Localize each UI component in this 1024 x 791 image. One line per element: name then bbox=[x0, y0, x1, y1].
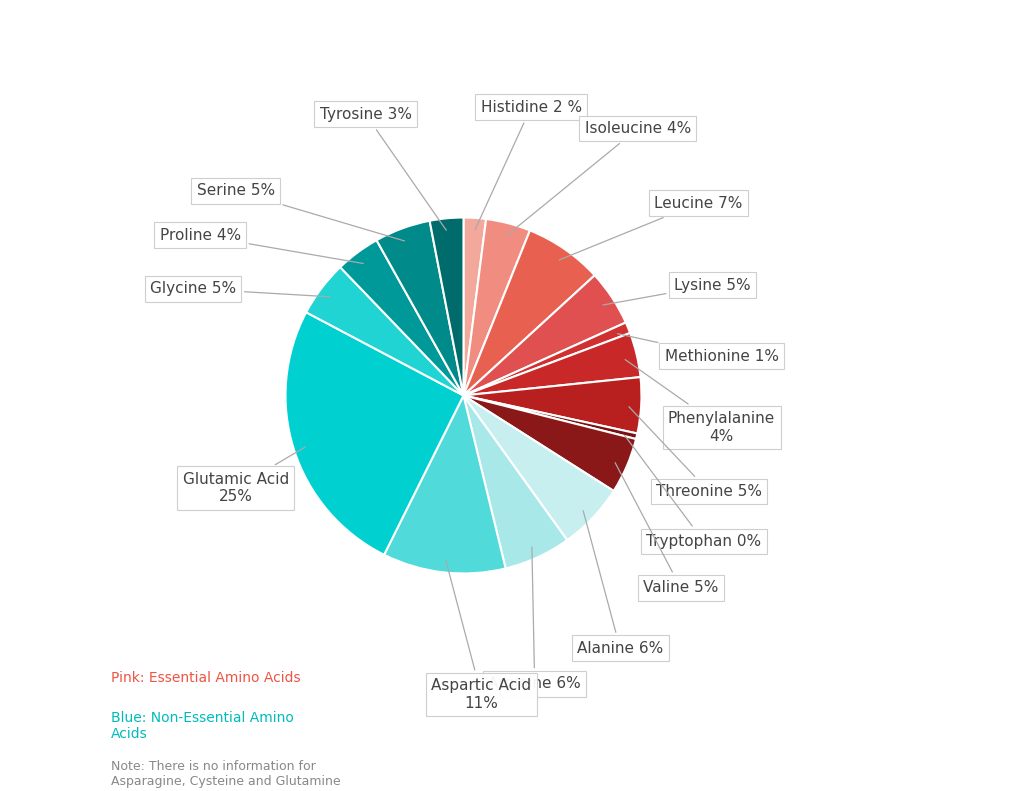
Wedge shape bbox=[464, 333, 640, 396]
Wedge shape bbox=[464, 396, 637, 439]
Wedge shape bbox=[430, 218, 464, 396]
Text: Proline 4%: Proline 4% bbox=[160, 228, 364, 263]
Wedge shape bbox=[464, 377, 641, 433]
Text: Lysine 5%: Lysine 5% bbox=[603, 278, 751, 305]
Text: Arginine 6%: Arginine 6% bbox=[488, 547, 581, 691]
Text: Valine 5%: Valine 5% bbox=[615, 463, 718, 595]
Text: Glycine 5%: Glycine 5% bbox=[150, 282, 330, 297]
Text: Histidine 2 %: Histidine 2 % bbox=[475, 100, 582, 229]
Wedge shape bbox=[464, 323, 630, 396]
Wedge shape bbox=[464, 219, 530, 396]
Wedge shape bbox=[464, 230, 595, 396]
Text: Tyrosine 3%: Tyrosine 3% bbox=[319, 107, 446, 230]
Text: Isoleucine 4%: Isoleucine 4% bbox=[507, 121, 691, 235]
Wedge shape bbox=[464, 218, 486, 396]
Text: Pink: Essential Amino Acids: Pink: Essential Amino Acids bbox=[111, 672, 301, 685]
Text: Leucine 7%: Leucine 7% bbox=[559, 196, 742, 260]
Text: Threonine 5%: Threonine 5% bbox=[629, 407, 762, 499]
Text: Methionine 1%: Methionine 1% bbox=[617, 334, 778, 364]
Wedge shape bbox=[384, 396, 506, 573]
Text: Note: There is no information for
Asparagine, Cysteine and Glutamine: Note: There is no information for Aspara… bbox=[111, 760, 341, 789]
Wedge shape bbox=[464, 396, 567, 569]
Wedge shape bbox=[286, 312, 464, 554]
Text: Blue: Non-Essential Amino
Acids: Blue: Non-Essential Amino Acids bbox=[111, 710, 294, 740]
Text: Alanine 6%: Alanine 6% bbox=[577, 511, 664, 656]
Wedge shape bbox=[464, 396, 613, 540]
Wedge shape bbox=[464, 275, 626, 396]
Wedge shape bbox=[464, 396, 636, 491]
Text: Aspartic Acid
11%: Aspartic Acid 11% bbox=[431, 561, 531, 710]
Wedge shape bbox=[340, 240, 464, 396]
Text: Glutamic Acid
25%: Glutamic Acid 25% bbox=[182, 447, 305, 504]
Wedge shape bbox=[306, 267, 464, 396]
Text: Tryptophan 0%: Tryptophan 0% bbox=[625, 435, 761, 549]
Text: Phenylalanine
4%: Phenylalanine 4% bbox=[625, 360, 775, 444]
Wedge shape bbox=[377, 221, 464, 396]
Text: Serine 5%: Serine 5% bbox=[197, 184, 404, 241]
